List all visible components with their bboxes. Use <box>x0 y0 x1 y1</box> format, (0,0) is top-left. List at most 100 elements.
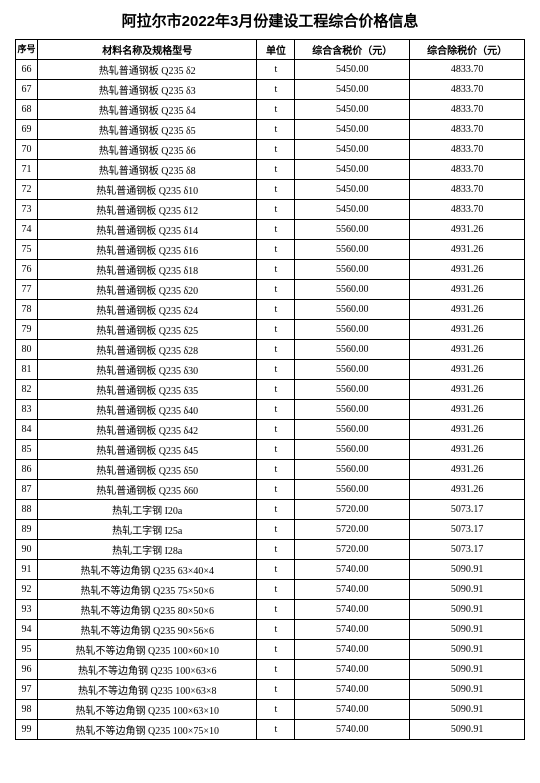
table-row: 98热轧不等边角钢 Q235 100×63×10t5740.005090.91 <box>16 700 525 720</box>
cell-price-with-tax: 5450.00 <box>295 60 410 80</box>
cell-name: 热轧普通钢板 Q235 δ18 <box>37 260 257 280</box>
cell-unit: t <box>257 580 295 600</box>
cell-name: 热轧不等边角钢 Q235 100×75×10 <box>37 720 257 740</box>
cell-name: 热轧不等边角钢 Q235 100×63×8 <box>37 680 257 700</box>
cell-name: 热轧不等边角钢 Q235 75×50×6 <box>37 580 257 600</box>
table-row: 77热轧普通钢板 Q235 δ20t5560.004931.26 <box>16 280 525 300</box>
cell-price-with-tax: 5560.00 <box>295 420 410 440</box>
table-row: 78热轧普通钢板 Q235 δ24t5560.004931.26 <box>16 300 525 320</box>
price-table: 序号 材料名称及规格型号 单位 综合含税价（元） 综合除税价（元） 66热轧普通… <box>15 39 525 740</box>
cell-price-with-tax: 5560.00 <box>295 340 410 360</box>
cell-unit: t <box>257 240 295 260</box>
cell-unit: t <box>257 500 295 520</box>
cell-price-without-tax: 5073.17 <box>410 520 525 540</box>
table-row: 76热轧普通钢板 Q235 δ18t5560.004931.26 <box>16 260 525 280</box>
cell-price-with-tax: 5740.00 <box>295 640 410 660</box>
cell-seq: 68 <box>16 100 38 120</box>
cell-price-without-tax: 5090.91 <box>410 620 525 640</box>
cell-price-without-tax: 4931.26 <box>410 240 525 260</box>
cell-seq: 80 <box>16 340 38 360</box>
cell-seq: 97 <box>16 680 38 700</box>
cell-price-with-tax: 5450.00 <box>295 100 410 120</box>
cell-seq: 84 <box>16 420 38 440</box>
cell-unit: t <box>257 80 295 100</box>
table-row: 88热轧工字钢 I20at5720.005073.17 <box>16 500 525 520</box>
cell-price-without-tax: 4931.26 <box>410 300 525 320</box>
cell-price-without-tax: 4833.70 <box>410 100 525 120</box>
table-row: 69热轧普通钢板 Q235 δ5t5450.004833.70 <box>16 120 525 140</box>
cell-name: 热轧普通钢板 Q235 δ35 <box>37 380 257 400</box>
cell-name: 热轧普通钢板 Q235 δ8 <box>37 160 257 180</box>
cell-unit: t <box>257 340 295 360</box>
table-row: 79热轧普通钢板 Q235 δ25t5560.004931.26 <box>16 320 525 340</box>
cell-price-without-tax: 4931.26 <box>410 340 525 360</box>
cell-price-with-tax: 5560.00 <box>295 360 410 380</box>
cell-name: 热轧不等边角钢 Q235 100×60×10 <box>37 640 257 660</box>
cell-price-without-tax: 4833.70 <box>410 180 525 200</box>
cell-name: 热轧不等边角钢 Q235 63×40×4 <box>37 560 257 580</box>
table-row: 84热轧普通钢板 Q235 δ42t5560.004931.26 <box>16 420 525 440</box>
cell-unit: t <box>257 620 295 640</box>
cell-price-with-tax: 5740.00 <box>295 680 410 700</box>
cell-price-without-tax: 4833.70 <box>410 200 525 220</box>
cell-unit: t <box>257 380 295 400</box>
cell-unit: t <box>257 560 295 580</box>
cell-unit: t <box>257 700 295 720</box>
cell-name: 热轧普通钢板 Q235 δ16 <box>37 240 257 260</box>
table-row: 99热轧不等边角钢 Q235 100×75×10t5740.005090.91 <box>16 720 525 740</box>
table-row: 91热轧不等边角钢 Q235 63×40×4t5740.005090.91 <box>16 560 525 580</box>
cell-name: 热轧普通钢板 Q235 δ10 <box>37 180 257 200</box>
cell-price-without-tax: 4931.26 <box>410 380 525 400</box>
cell-name: 热轧不等边角钢 Q235 100×63×6 <box>37 660 257 680</box>
cell-unit: t <box>257 600 295 620</box>
cell-unit: t <box>257 100 295 120</box>
cell-seq: 93 <box>16 600 38 620</box>
cell-price-with-tax: 5560.00 <box>295 380 410 400</box>
cell-price-with-tax: 5560.00 <box>295 300 410 320</box>
cell-unit: t <box>257 720 295 740</box>
cell-unit: t <box>257 60 295 80</box>
cell-price-with-tax: 5560.00 <box>295 440 410 460</box>
table-row: 96热轧不等边角钢 Q235 100×63×6t5740.005090.91 <box>16 660 525 680</box>
cell-name: 热轧不等边角钢 Q235 80×50×6 <box>37 600 257 620</box>
cell-seq: 96 <box>16 660 38 680</box>
cell-seq: 94 <box>16 620 38 640</box>
cell-price-with-tax: 5560.00 <box>295 320 410 340</box>
cell-seq: 90 <box>16 540 38 560</box>
table-row: 83热轧普通钢板 Q235 δ40t5560.004931.26 <box>16 400 525 420</box>
cell-unit: t <box>257 640 295 660</box>
cell-price-without-tax: 5090.91 <box>410 580 525 600</box>
cell-price-without-tax: 4931.26 <box>410 440 525 460</box>
cell-name: 热轧普通钢板 Q235 δ20 <box>37 280 257 300</box>
table-row: 89热轧工字钢 I25at5720.005073.17 <box>16 520 525 540</box>
cell-unit: t <box>257 460 295 480</box>
table-row: 75热轧普通钢板 Q235 δ16t5560.004931.26 <box>16 240 525 260</box>
cell-name: 热轧普通钢板 Q235 δ24 <box>37 300 257 320</box>
cell-seq: 92 <box>16 580 38 600</box>
table-row: 97热轧不等边角钢 Q235 100×63×8t5740.005090.91 <box>16 680 525 700</box>
cell-seq: 89 <box>16 520 38 540</box>
cell-seq: 73 <box>16 200 38 220</box>
cell-unit: t <box>257 140 295 160</box>
cell-price-with-tax: 5740.00 <box>295 720 410 740</box>
cell-seq: 81 <box>16 360 38 380</box>
cell-seq: 67 <box>16 80 38 100</box>
table-row: 72热轧普通钢板 Q235 δ10t5450.004833.70 <box>16 180 525 200</box>
cell-price-with-tax: 5740.00 <box>295 660 410 680</box>
cell-unit: t <box>257 680 295 700</box>
cell-unit: t <box>257 300 295 320</box>
cell-price-without-tax: 4931.26 <box>410 280 525 300</box>
table-row: 95热轧不等边角钢 Q235 100×60×10t5740.005090.91 <box>16 640 525 660</box>
cell-unit: t <box>257 480 295 500</box>
cell-seq: 75 <box>16 240 38 260</box>
cell-price-without-tax: 4931.26 <box>410 220 525 240</box>
cell-price-with-tax: 5450.00 <box>295 160 410 180</box>
cell-price-without-tax: 4833.70 <box>410 120 525 140</box>
table-row: 82热轧普通钢板 Q235 δ35t5560.004931.26 <box>16 380 525 400</box>
cell-price-without-tax: 4833.70 <box>410 60 525 80</box>
cell-price-without-tax: 5090.91 <box>410 680 525 700</box>
cell-name: 热轧普通钢板 Q235 δ2 <box>37 60 257 80</box>
cell-price-with-tax: 5560.00 <box>295 480 410 500</box>
cell-seq: 95 <box>16 640 38 660</box>
cell-price-with-tax: 5740.00 <box>295 700 410 720</box>
